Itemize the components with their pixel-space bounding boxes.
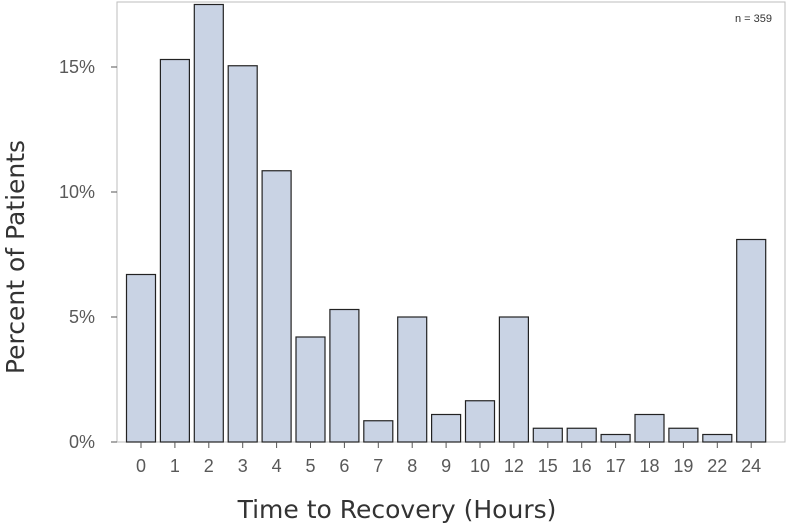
bar-10: [464, 400, 496, 443]
x-tick-label: 0: [136, 456, 146, 476]
y-tick-label: 15%: [59, 57, 95, 77]
x-tick-label: 12: [504, 456, 524, 476]
y-tick-label: 5%: [69, 307, 95, 327]
y-tick-label: 0%: [69, 432, 95, 452]
bar-5: [295, 336, 326, 443]
bar-22: [702, 433, 733, 443]
x-tick-label: 15: [538, 456, 558, 476]
bar-0: [125, 273, 157, 443]
bar-4: [261, 170, 292, 443]
bars: [125, 3, 767, 443]
y-tick-label: 10%: [59, 182, 95, 202]
bar-1: [159, 58, 190, 443]
x-tick-label: 18: [639, 456, 659, 476]
x-tick-label: 6: [339, 456, 349, 476]
bar-16: [566, 427, 597, 443]
x-axis-title: Time to Recovery (Hours): [237, 495, 557, 524]
bar-24: [736, 238, 767, 443]
bar-9: [431, 413, 462, 443]
y-axis: 0% 5% 10% 15%: [59, 57, 117, 452]
x-tick-label: 9: [441, 456, 451, 476]
bar-12: [498, 316, 529, 443]
x-tick-label: 3: [238, 456, 248, 476]
x-tick-label: 17: [606, 456, 626, 476]
x-tick-label: 8: [407, 456, 417, 476]
bar-6: [329, 308, 360, 443]
sample-size-annotation: n = 359: [735, 13, 772, 25]
bar-2: [193, 3, 224, 443]
x-tick-label: 24: [741, 456, 761, 476]
bar-8: [397, 316, 428, 443]
x-tick-label: 7: [373, 456, 383, 476]
x-tick-label: 10: [470, 456, 490, 476]
x-tick-label: 4: [272, 456, 282, 476]
x-tick-label: 16: [572, 456, 592, 476]
bar-3: [227, 65, 258, 443]
x-tick-label: 5: [305, 456, 315, 476]
x-tick-label: 2: [204, 456, 214, 476]
x-tick-label: 1: [170, 456, 180, 476]
x-tick-label: 22: [707, 456, 727, 476]
bar-17: [600, 433, 631, 443]
bar-18: [634, 413, 665, 443]
bar-7: [363, 420, 394, 443]
bar-19: [668, 427, 699, 443]
x-tick-label: 19: [673, 456, 693, 476]
x-axis: 0 1 2 3 4 5 6 7 8 9 10 12 15 16 17 18 19 22 24: [136, 442, 761, 476]
y-axis-title: Percent of Patients: [1, 140, 30, 374]
bar-15: [532, 427, 563, 443]
